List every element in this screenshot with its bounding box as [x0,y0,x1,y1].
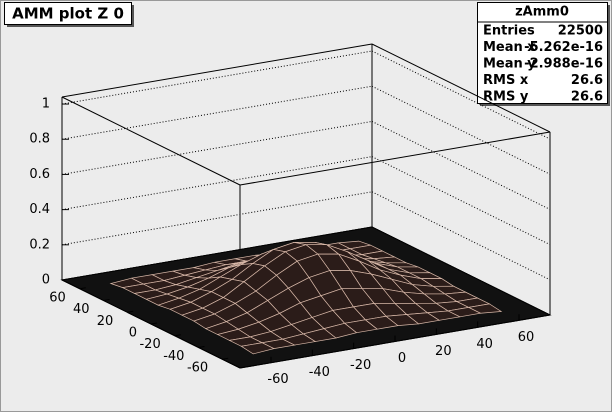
stats-value: -5.262e-16 [524,40,603,55]
y-tick [222,357,229,360]
grid-line [61,156,373,211]
z-tick-label: 0.2 [29,237,50,252]
y-tick-label: 0 [129,326,137,341]
z-tick-label: 0.4 [29,202,50,217]
x-tick-label: 40 [476,337,493,352]
stats-label: RMS y [483,90,529,105]
z-tick-label: 0 [42,273,50,288]
stats-box [477,2,608,104]
stats-value: 26.6 [571,73,603,88]
y-tick-label: -40 [163,349,184,364]
y-tick-label: 20 [97,314,114,329]
z-tick-label: 1 [42,97,50,112]
stats-value: -2.988e-16 [524,57,603,72]
title-box [4,2,132,25]
stats-label: Mean x [483,40,536,55]
grid-line [61,50,373,105]
x-tick-label: -20 [350,358,371,373]
x-tick-label: -40 [309,365,330,380]
grid-line [61,120,373,175]
grid-line [371,191,551,281]
y-tick [150,322,158,325]
x-tick-label: 20 [435,344,452,359]
stats-label: RMS x [483,73,529,88]
chart-title: AMM plot Z 0 [12,5,124,23]
y-tick [198,345,205,348]
x-tick-label: 0 [398,351,406,366]
y-tick-label: -20 [139,337,160,352]
y-tick-label: 60 [49,290,66,305]
surface-cell [240,342,275,355]
box-edge [61,96,241,186]
grid-line [371,85,551,175]
grid-line [371,156,551,246]
stats-label: Entries [483,24,535,39]
x-tick-label: -60 [267,372,288,387]
stats-label: Mean y [483,57,536,72]
stats-value: 26.6 [571,90,603,105]
box-edge [239,131,551,186]
z-tick-label: 0.6 [29,167,50,182]
grid-line [371,50,551,140]
grid-line [371,120,551,210]
y-tick [127,310,134,313]
x-tick-label: 60 [518,330,535,345]
box-edge [61,43,373,98]
z-tick-label: 0.8 [29,132,50,147]
y-tick [103,299,110,302]
y-tick-label: -60 [187,361,208,376]
y-tick [174,334,181,337]
stats-name: zAmm0 [515,5,569,20]
box-edge [371,43,551,133]
y-tick [79,287,86,290]
grid-line [61,85,373,140]
stats-value: 22500 [558,24,603,39]
y-tick-label: 40 [73,302,90,317]
